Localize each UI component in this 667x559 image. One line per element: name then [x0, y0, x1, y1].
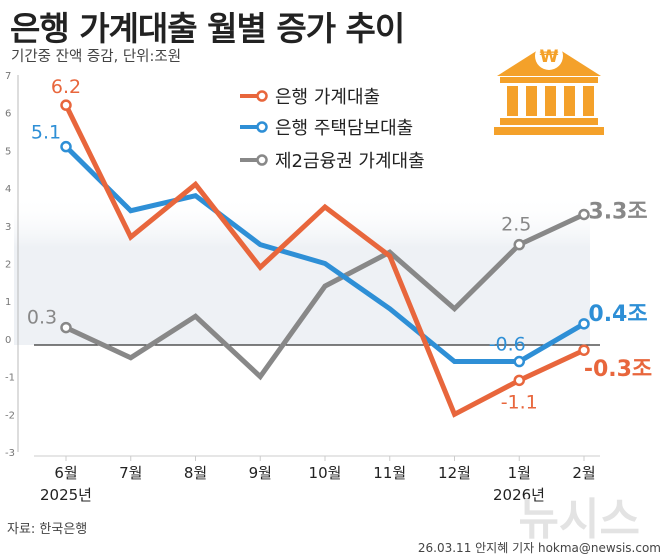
x-tick-label: 8월	[184, 464, 207, 482]
x-tick-label: 11월	[373, 464, 406, 482]
data-labels: 6.2 -1.1 -0.3조 5.1 -0.6 0.4조 0.3 2.5 3.3조	[27, 76, 652, 413]
y-tick-labels: -3 -2 -1 0 1 2 3 4 5 6 7	[5, 71, 15, 459]
data-point-marker	[60, 99, 72, 111]
series-lines	[60, 99, 590, 418]
data-label: 0.4조	[588, 302, 647, 327]
legend-label-bank-household: 은행 가계대출	[275, 87, 380, 108]
data-label: -0.3조	[584, 357, 652, 382]
y-tick-label: 7	[5, 71, 11, 82]
year-label-2025: 2025년	[40, 486, 92, 504]
year-label-2026: 2026년	[493, 486, 545, 504]
data-point-marker	[578, 344, 590, 356]
x-tick-label: 10월	[309, 464, 342, 482]
svg-text:₩: ₩	[540, 47, 559, 67]
y-tick-label: 1	[5, 297, 11, 308]
data-label: 6.2	[51, 76, 81, 98]
data-point-marker	[60, 321, 72, 334]
watermark: 뉴시스	[519, 494, 640, 545]
data-point-marker	[513, 238, 525, 251]
y-tick-label: -2	[5, 410, 15, 421]
legend: 은행 가계대출 은행 주택담보대출 제2금융권 가계대출	[240, 87, 425, 172]
legend-label-bank-mortgage: 은행 주택담보대출	[275, 118, 413, 139]
y-tick-label: 2	[5, 260, 11, 271]
data-label: 0.3	[27, 307, 57, 329]
series-line	[64, 144, 586, 365]
series-line	[64, 212, 586, 381]
y-tick-label: -3	[5, 448, 15, 459]
bank-won-icon: ₩	[494, 42, 604, 135]
legend-label-secondary-household: 제2금융권 가계대출	[275, 151, 425, 172]
x-tick-label: 2월	[572, 464, 595, 482]
y-tick-label: 6	[5, 109, 11, 120]
y-tick-label: 3	[5, 222, 11, 233]
data-point-marker	[60, 140, 72, 153]
data-point-marker	[578, 318, 590, 330]
data-point-marker	[513, 355, 525, 368]
x-tick-label: 7월	[119, 464, 142, 482]
data-point-marker	[513, 374, 525, 387]
data-label: 2.5	[501, 214, 531, 236]
x-tick-labels: 6월 7월 8월 9월 10월 11월 12월 1월 2월	[54, 456, 596, 482]
x-tick-label: 12월	[438, 464, 471, 482]
series-line	[63, 104, 586, 418]
x-tick-label: 1월	[508, 464, 531, 482]
y-tick-label: 5	[5, 146, 11, 157]
data-point-marker	[578, 208, 590, 221]
y-tick-label: 4	[5, 184, 11, 195]
page-title: 은행 가계대출 월별 증가 추이	[10, 9, 405, 48]
data-label: -0.6	[489, 334, 526, 356]
credit-line: 26.03.11 안지혜 기자 hokma@newsis.com	[417, 541, 661, 555]
data-label: -1.1	[501, 391, 538, 413]
chart-subtitle: 기간중 잔액 증감, 단위:조원	[11, 49, 182, 65]
data-label: 3.3조	[588, 199, 647, 224]
x-tick-label: 6월	[54, 464, 77, 482]
x-tick-label: 9월	[249, 464, 272, 482]
data-label: 5.1	[31, 122, 61, 144]
source-note: 자료: 한국은행	[7, 522, 88, 537]
y-tick-label: -1	[5, 373, 15, 384]
y-tick-label: 0	[5, 335, 11, 346]
